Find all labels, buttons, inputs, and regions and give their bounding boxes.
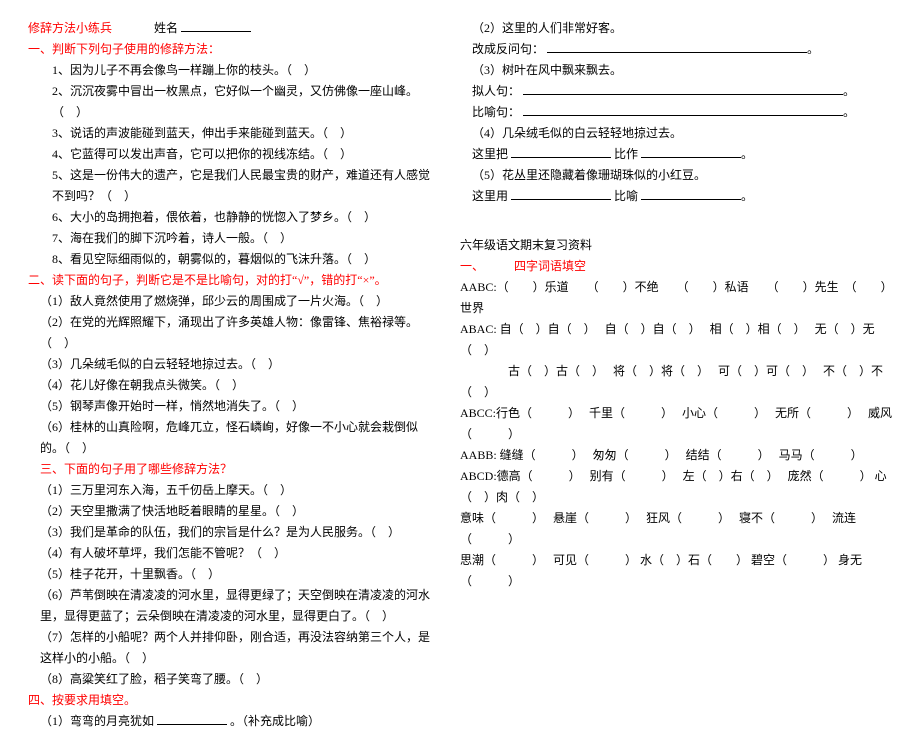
s4-item-1: （1）弯弯的月亮犹如 。（补充成比喻）: [28, 711, 436, 732]
s3-item: （7）怎样的小船呢？两个人并排仰卧，刚合适，再没法容纳第三个人，是这样小的小船。…: [28, 627, 436, 669]
r4-text: （5）花丛里还隐藏着像珊瑚珠似的小红豆。: [460, 165, 892, 186]
r2-b-label: 比喻句：: [472, 105, 520, 119]
s3-item: （1）三万里河东入海，五千仞岳上摩天。（ ）: [28, 480, 436, 501]
r1-answer: 改成反问句： 。: [460, 39, 892, 60]
fc-line: AABC:（ ）乐道 （ ）不绝 （ ）私语 （ ）先生 （ ）世界: [460, 277, 892, 319]
s1-item: 7、海在我们的脚下沉吟着，诗人一般。（ ）: [28, 228, 436, 249]
fc-heading: 一、 四字词语填空: [460, 256, 892, 277]
fc-line: ABCD:德高（ ） 别有（ ） 左（ ）右（ ） 庞然（ ） 心（ ）肉（ ）: [460, 466, 892, 508]
s3-item: （3）我们是革命的队伍，我们的宗旨是什么？是为人民服务。（ ）: [28, 522, 436, 543]
page-root: 修辞方法小练兵 姓名 一、判断下列句子使用的修辞方法： 1、因为儿子不再会像鸟一…: [0, 0, 920, 750]
r2-a-blank[interactable]: [523, 81, 843, 95]
r4-blank-1[interactable]: [511, 186, 611, 200]
r4-blank-2[interactable]: [641, 186, 741, 200]
fc-line: 古（ ）古（ ） 将（ ）将（ ） 可（ ）可（ ） 不（ ）不（ ）: [460, 361, 892, 403]
s2-item: （6）桂林的山真险啊，危峰兀立，怪石嶙峋，好像一不小心就会栽倒似的。（ ）: [28, 417, 436, 459]
left-column: 修辞方法小练兵 姓名 一、判断下列句子使用的修辞方法： 1、因为儿子不再会像鸟一…: [28, 18, 460, 732]
s3-item: （6）芦苇倒映在清凌凌的河水里，显得更绿了；天空倒映在清凌凌的河水里，显得更蓝了…: [28, 585, 436, 627]
s4-1-text-b: 。（补充成比喻）: [230, 714, 320, 728]
title2: 六年级语文期末复习资料: [460, 235, 892, 256]
period: 。: [843, 105, 855, 119]
s3-item: （5）桂子花开，十里飘香。（ ）: [28, 564, 436, 585]
spacer: [460, 207, 892, 235]
section4-heading: 四、按要求用填空。: [28, 690, 436, 711]
r2-a: 拟人句： 。: [460, 81, 892, 102]
s1-item: 6、大小的岛拥抱着，偎依着，也静静的恍惚入了梦乡。（ ）: [28, 207, 436, 228]
section2-heading: 二、读下面的句子，判断它是不是比喻句，对的打“√”，错的打“×”。: [28, 270, 436, 291]
fc-line: AABB: 缝缝（ ） 匆匆（ ） 结结（ ） 马马（ ）: [460, 445, 892, 466]
r4-answer: 这里用 比喻 。: [460, 186, 892, 207]
s1-item: 8、看见空际细雨似的，朝雾似的，暮烟似的飞沫升落。（ ）: [28, 249, 436, 270]
s3-item: （2）天空里撒满了快活地眨着眼睛的星星。（ ）: [28, 501, 436, 522]
r1-blank[interactable]: [547, 39, 807, 53]
s2-item: （5）钢琴声像开始时一样，悄然地消失了。（ ）: [28, 396, 436, 417]
s2-item: （1）敌人竟然使用了燃烧弹，邱少云的周围成了一片火海。（ ）: [28, 291, 436, 312]
fc-head-a: 一、: [460, 259, 484, 273]
r3-answer: 这里把 比作 。: [460, 144, 892, 165]
s1-item: 3、说话的声波能碰到蓝天，伸出手来能碰到蓝天。（ ）: [28, 123, 436, 144]
right-column: （2）这里的人们非常好客。 改成反问句： 。 （3）树叶在风中飘来飘去。 拟人句…: [460, 18, 892, 732]
s3-item: （4）有人破坏草坪，我们怎能不管呢？（ ）: [28, 543, 436, 564]
period: 。: [807, 42, 819, 56]
r2-b-blank[interactable]: [523, 102, 843, 116]
s4-1-text-a: （1）弯弯的月亮犹如: [40, 714, 154, 728]
r4-a-label: 这里用: [472, 189, 508, 203]
r3-blank-2[interactable]: [641, 144, 741, 158]
r3-b-label: 比作: [614, 147, 638, 161]
r3-blank-1[interactable]: [511, 144, 611, 158]
title-row: 修辞方法小练兵 姓名: [28, 18, 436, 39]
s2-item: （3）几朵绒毛似的白云轻轻地掠过去。（ ）: [28, 354, 436, 375]
r4-b-label: 比喻: [614, 189, 638, 203]
section3-heading: 三、下面的句子用了哪些修辞方法？: [28, 459, 436, 480]
s1-item: 1、因为儿子不再会像鸟一样蹦上你的枝头。（ ）: [28, 60, 436, 81]
r2-text: （3）树叶在风中飘来飘去。: [460, 60, 892, 81]
title-text: 修辞方法小练兵: [28, 21, 112, 35]
fc-head-gap: [487, 259, 511, 273]
s2-item: （4）花儿好像在朝我点头微笑。（ ）: [28, 375, 436, 396]
name-label: 姓名: [154, 21, 178, 35]
r3-a-label: 这里把: [472, 147, 508, 161]
section1-heading: 一、判断下列句子使用的修辞方法：: [28, 39, 436, 60]
s3-item: （8）高粱笑红了脸，稻子笑弯了腰。（ ）: [28, 669, 436, 690]
s1-item: 5、这是一份伟大的遗产，它是我们人民最宝贵的财产，难道还有人感觉不到吗？（ ）: [28, 165, 436, 207]
r2-b: 比喻句： 。: [460, 102, 892, 123]
s1-item: 4、它蓝得可以发出声音，它可以把你的视线冻结。（ ）: [28, 144, 436, 165]
fc-head-b: 四字词语填空: [514, 259, 586, 273]
s4-1-blank[interactable]: [157, 711, 227, 725]
s2-item: （2）在党的光辉照耀下，涌现出了许多英雄人物：像雷锋、焦裕禄等。（ ）: [28, 312, 436, 354]
r3-text: （4）几朵绒毛似的白云轻轻地掠过去。: [460, 123, 892, 144]
period: 。: [843, 84, 855, 98]
r1-label: 改成反问句：: [472, 42, 544, 56]
s1-item: 2、沉沉夜雾中冒出一枚黑点，它好似一个幽灵，又仿佛像一座山峰。（ ）: [28, 81, 436, 123]
r2-a-label: 拟人句：: [472, 84, 520, 98]
period: 。: [741, 189, 753, 203]
fc-line: ABAC: 自（ ）自（ ） 自（ ）自（ ） 相（ ）相（ ） 无（ ）无（ …: [460, 319, 892, 361]
r1-text: （2）这里的人们非常好客。: [460, 18, 892, 39]
period: 。: [741, 147, 753, 161]
name-blank[interactable]: [181, 18, 251, 32]
fc-line: 意味（ ） 悬崖（ ） 狂风（ ） 寝不（ ） 流连（ ）: [460, 508, 892, 550]
fc-line: ABCC:行色（ ） 千里（ ） 小心（ ） 无所（ ） 威风（ ）: [460, 403, 892, 445]
fc-line: 思潮（ ） 可见（ ） 水（ ）石（ ） 碧空（ ） 身无（ ）: [460, 550, 892, 592]
title-spacer: [115, 21, 151, 35]
